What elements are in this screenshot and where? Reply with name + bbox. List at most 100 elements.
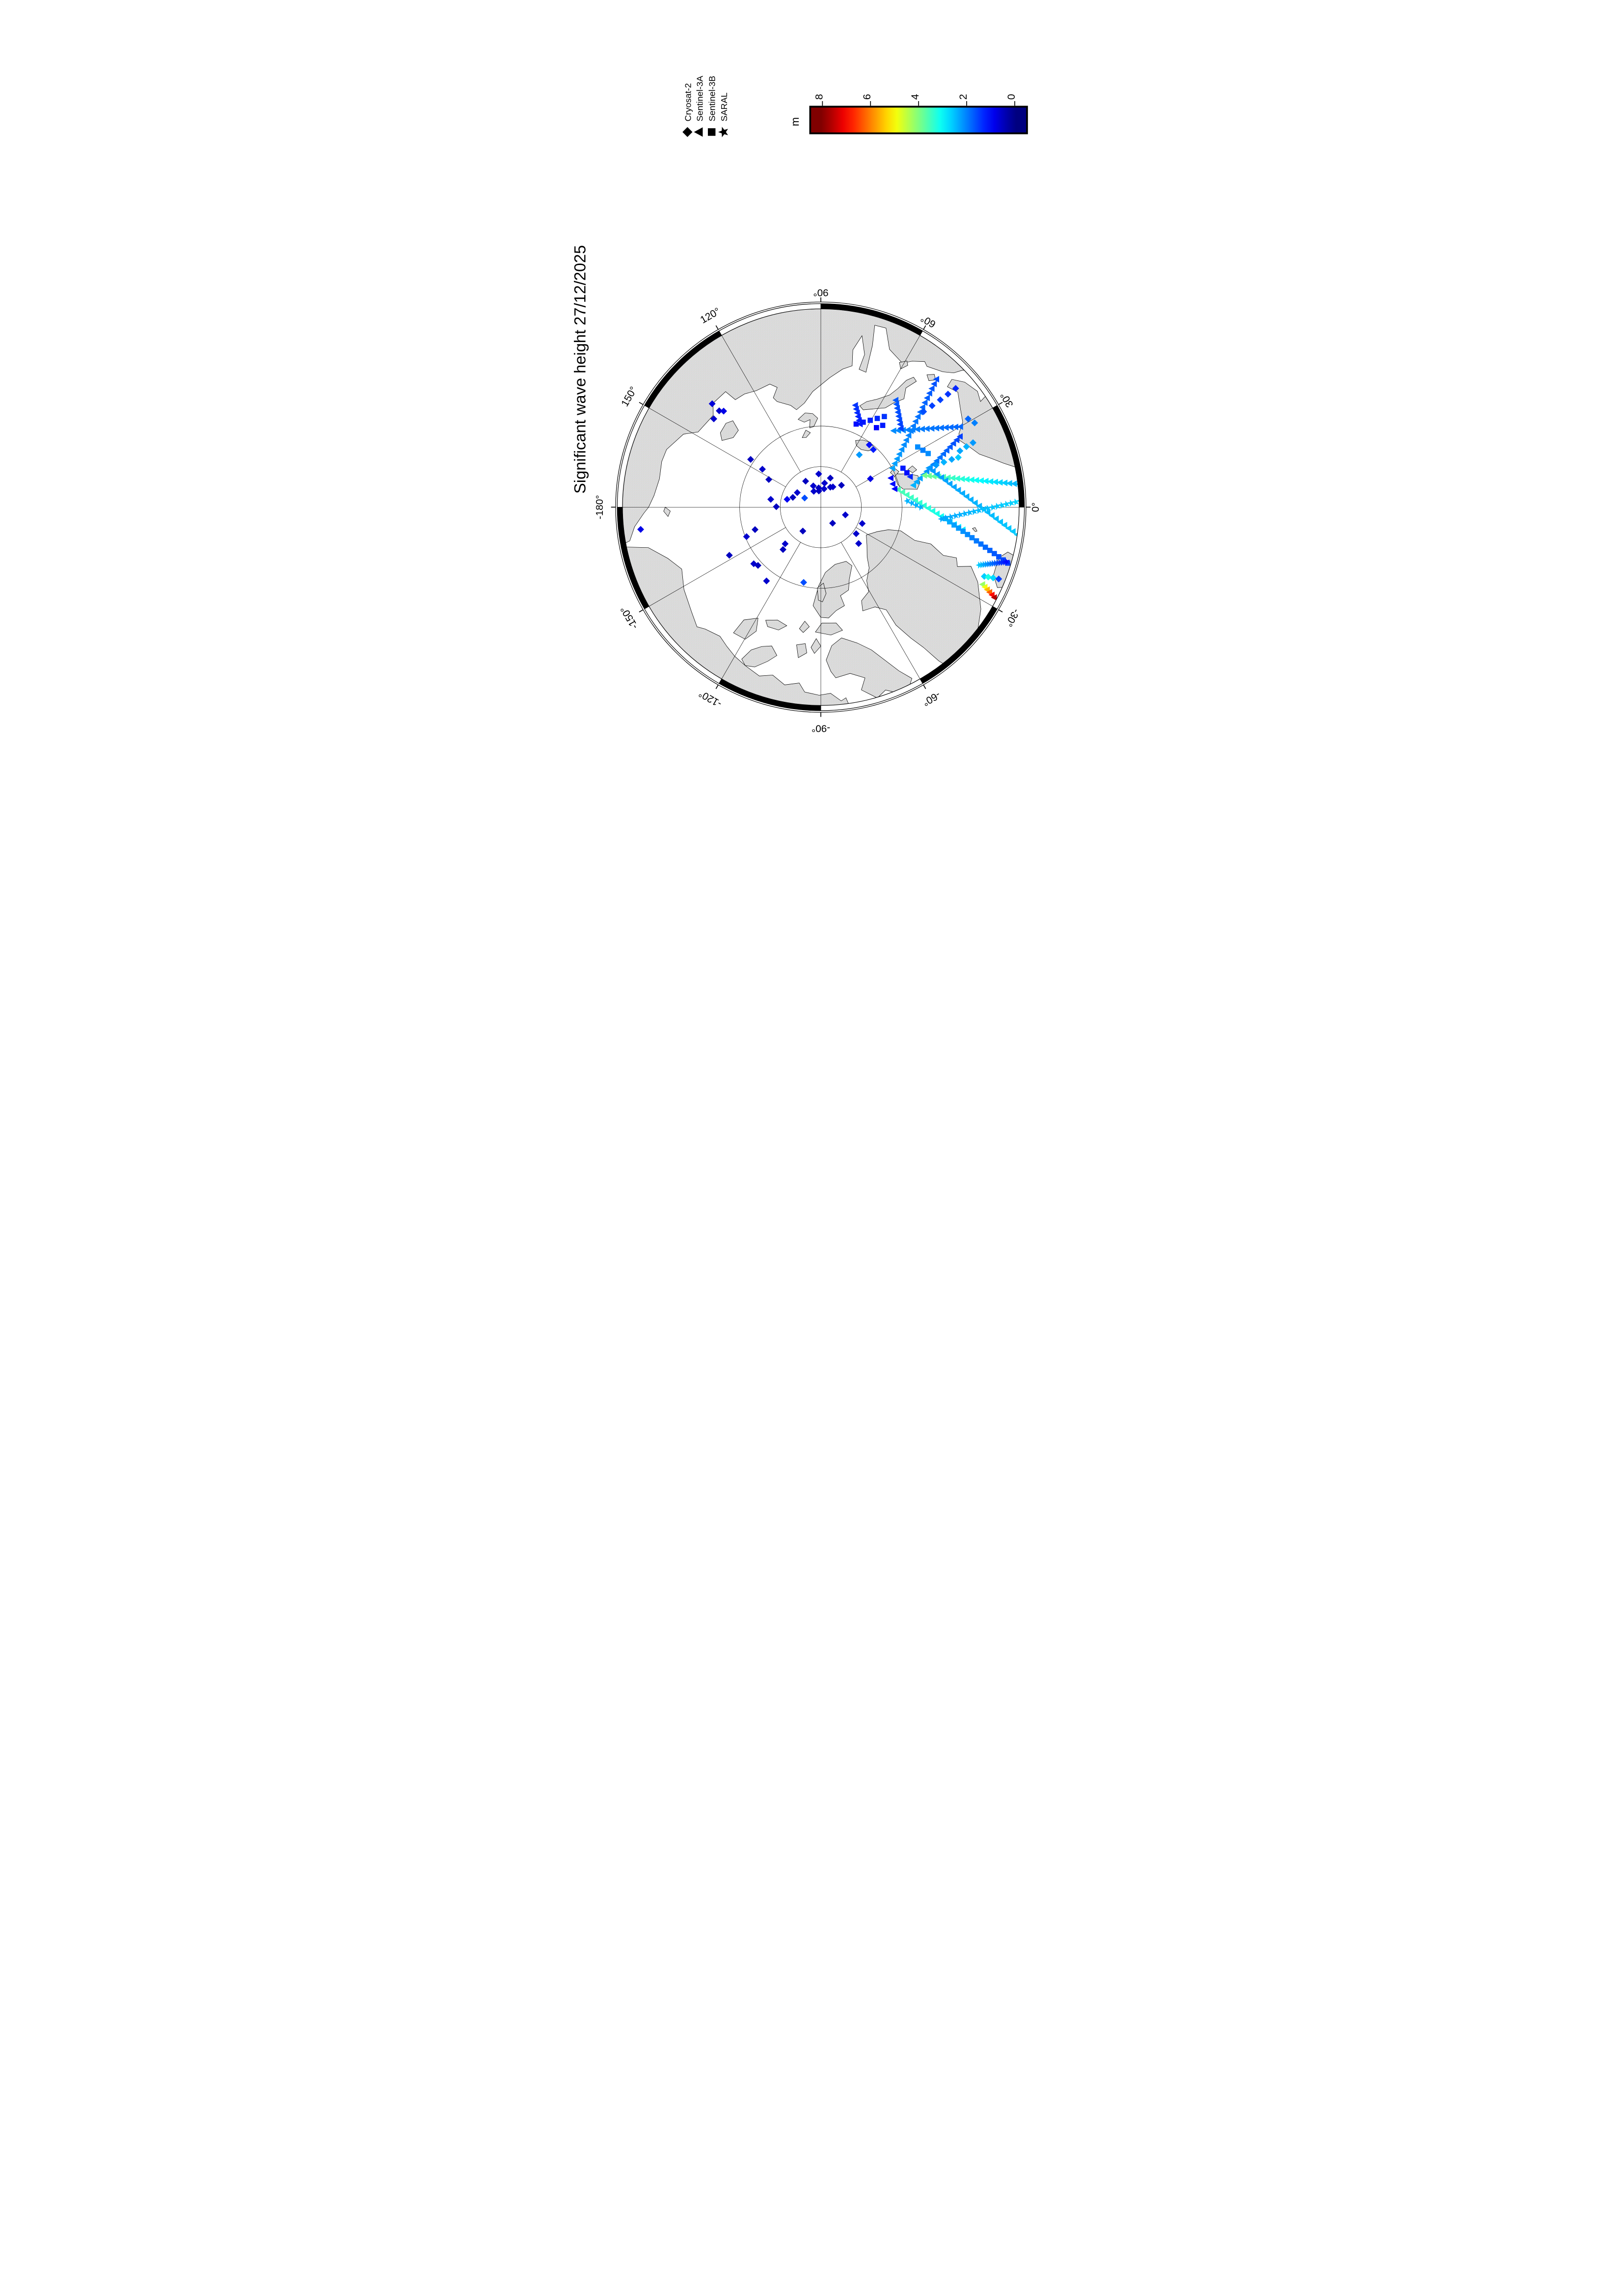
legend-label: Cryosat-2 [683, 83, 693, 121]
landmass-novaya-zemlya [859, 376, 917, 410]
triangle-marker [947, 424, 954, 431]
diamond-marker [856, 451, 863, 458]
triangle-marker [1009, 528, 1016, 535]
diamond-marker [763, 577, 770, 585]
diamond-marker [920, 408, 927, 415]
triangle-marker [900, 441, 907, 448]
triangle-marker [907, 494, 914, 501]
frame-ring-segment [920, 606, 998, 684]
triangle-marker [953, 436, 960, 444]
diamond-marker [954, 454, 962, 461]
arctic-map: 0°30°60°90°120°150°-180°-150°-120°-90°-6… [594, 287, 1041, 734]
triangle-marker [936, 454, 943, 461]
triangle-marker [898, 446, 905, 453]
triangle-marker [920, 472, 927, 479]
triangle-marker [893, 405, 900, 412]
diamond-marker [743, 533, 750, 540]
triangle-marker [891, 485, 897, 492]
triangle-marker [890, 427, 896, 434]
diamond-marker [995, 575, 1002, 583]
diamond-marker [815, 487, 822, 495]
diamond-marker [932, 461, 940, 469]
star-marker [947, 513, 954, 521]
square-marker [881, 414, 887, 419]
track-sentinel-3a [925, 464, 1019, 538]
ring-divider [719, 331, 722, 336]
diamond-marker [720, 407, 728, 415]
square-marker [880, 423, 886, 428]
square-marker [853, 421, 859, 427]
triangle-marker [977, 477, 984, 484]
square-marker [915, 444, 920, 450]
triangle-marker [950, 483, 957, 490]
triangle-marker [943, 424, 949, 431]
square-marker [874, 416, 880, 421]
triangle-marker [949, 475, 956, 481]
diamond-marker [952, 385, 959, 392]
square-marker [969, 535, 975, 540]
star-marker [961, 510, 968, 517]
landmass-severnaya-zemlya-s [798, 412, 818, 428]
triangle-marker [914, 413, 921, 420]
diamond-marker [802, 478, 809, 485]
triangle-marker [959, 476, 965, 482]
track-sentinel-3a [979, 581, 997, 601]
star-marker [1012, 498, 1019, 506]
triangle-marker [952, 424, 958, 430]
star-marker [984, 505, 991, 512]
diamond-marker [969, 439, 976, 446]
satellite-data-layer [637, 375, 1019, 601]
square-marker [992, 551, 997, 557]
ring-divider [992, 606, 998, 610]
diamond-marker [984, 573, 992, 581]
triangle-marker [893, 455, 900, 462]
legend: Cryosat-2 Sentinel-3A Sentinel-3B SARAL [682, 76, 729, 137]
triangle-marker [946, 481, 953, 487]
star-marker [970, 507, 977, 515]
triangle-marker [963, 476, 970, 483]
triangle-marker [897, 425, 904, 432]
triangle-marker [929, 468, 936, 475]
frame-tick [639, 609, 644, 613]
star-marker [938, 515, 945, 523]
diamond-marker [773, 503, 780, 510]
star-marker [908, 499, 915, 507]
star-marker [942, 514, 949, 522]
triangle-marker [916, 499, 922, 507]
star-marker [951, 512, 959, 520]
colorbar: 8 6 4 2 0 m [789, 94, 1028, 134]
triangle-marker [892, 397, 898, 403]
square-marker [925, 451, 931, 456]
triangle-marker [894, 409, 901, 416]
frame-ring-segment [992, 405, 1025, 507]
landmass-melville [765, 619, 787, 631]
landmass-prince-of-wales [796, 643, 807, 658]
triangle-marker [905, 432, 912, 439]
triangle-marker [968, 476, 974, 483]
frame-tick [715, 684, 719, 689]
triangle-marker [852, 401, 858, 409]
diamond-marker [799, 527, 807, 534]
triangle-marker [896, 417, 902, 424]
track-sentinel-3a [892, 397, 904, 432]
square-marker [904, 470, 910, 476]
landmass-jan-mayen [972, 527, 977, 532]
ring-divider [992, 405, 998, 408]
map-frame [611, 297, 1031, 717]
triangle-marker [984, 509, 991, 516]
triangle-marker [963, 493, 970, 500]
diamond-marker [820, 485, 828, 492]
triangle-marker [954, 486, 961, 494]
landmass-ellesmere [812, 561, 852, 618]
plot-page: Significant wave height 27/12/2025 Cryos… [541, 0, 1082, 766]
track-sentinel-3b [853, 414, 887, 427]
frame-tick [923, 325, 926, 330]
plot-title: Significant wave height 27/12/2025 [571, 245, 589, 494]
triangle-marker [926, 390, 932, 397]
ring-divider [920, 678, 923, 684]
triangle-marker [929, 507, 936, 514]
triangle-marker [991, 594, 997, 601]
star-icon [718, 127, 729, 137]
triangle-marker [933, 510, 940, 517]
diamond-marker [800, 579, 807, 586]
